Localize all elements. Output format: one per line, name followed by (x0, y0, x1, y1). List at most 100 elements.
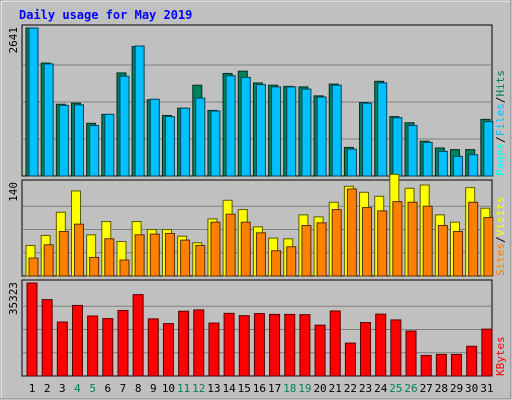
bar-visits-sites-day-28 (437, 225, 448, 277)
bar-visits-sites-day-17 (271, 250, 282, 277)
bar-kbytes-kbytes-day-12 (193, 309, 205, 377)
x-tick-day-10: 10 (162, 382, 175, 395)
bar-visits-sites-day-3 (58, 230, 69, 277)
x-tick-day-24: 24 (374, 382, 388, 395)
legend-visits: Visits (494, 197, 507, 237)
bar-visits-sites-day-12 (195, 244, 206, 277)
bar-visits-sites-day-27 (422, 205, 433, 277)
bar-hits-files-day-11 (180, 107, 191, 177)
bar-visits-sites-day-22 (346, 188, 357, 277)
bar-hits-files-day-10 (164, 116, 175, 177)
bar-visits-sites-day-18 (286, 246, 297, 277)
bar-visits-sites-day-7 (119, 259, 130, 277)
x-tick-day-31: 31 (480, 382, 493, 395)
bar-hits-files-day-17 (271, 86, 282, 177)
bar-hits-files-day-25 (392, 117, 403, 177)
bar-visits-sites-day-6 (104, 238, 115, 277)
bar-visits-sites-day-31 (483, 217, 494, 277)
y-max-label-kbytes: 35323 (7, 282, 20, 315)
bar-kbytes-kbytes-day-5 (87, 315, 99, 377)
bar-kbytes-kbytes-day-1 (26, 282, 38, 377)
bar-hits-files-day-12 (195, 97, 206, 177)
bar-hits-files-day-21 (331, 84, 342, 177)
legend-pages: Pages (494, 143, 507, 176)
bar-hits-files-day-1 (28, 27, 39, 177)
bar-kbytes-kbytes-day-24 (375, 313, 387, 377)
x-tick-day-20: 20 (313, 382, 326, 395)
x-tick-day-15: 15 (238, 382, 251, 395)
bar-visits-sites-day-20 (316, 222, 327, 277)
bar-kbytes-kbytes-day-9 (147, 318, 159, 377)
x-tick-day-2: 2 (44, 382, 51, 395)
bar-hits-files-day-4 (73, 104, 84, 177)
bar-hits-files-day-15 (240, 76, 251, 177)
bar-hits-files-day-22 (346, 148, 357, 177)
bar-kbytes-kbytes-day-15 (238, 315, 250, 377)
bar-visits-sites-day-2 (43, 244, 54, 277)
bar-hits-files-day-29 (453, 155, 464, 177)
side-legend-kbytes: KBytes (494, 336, 507, 376)
bar-hits-files-day-24 (377, 82, 388, 177)
bar-hits-files-day-2 (43, 63, 54, 177)
side-legend-hits: Pages/Files/Hits (494, 70, 507, 176)
bar-kbytes-kbytes-day-26 (405, 330, 417, 377)
bar-kbytes-kbytes-day-22 (344, 342, 356, 377)
bar-hits-files-day-31 (483, 121, 494, 177)
x-tick-day-27: 27 (420, 382, 433, 395)
bar-visits-sites-day-5 (89, 256, 100, 277)
x-tick-day-3: 3 (59, 382, 66, 395)
x-tick-day-29: 29 (450, 382, 463, 395)
x-tick-day-19: 19 (298, 382, 311, 395)
x-tick-day-6: 6 (104, 382, 111, 395)
bar-kbytes-kbytes-day-4 (71, 304, 83, 377)
bar-kbytes-kbytes-day-19 (299, 314, 311, 377)
bar-kbytes-kbytes-day-18 (284, 313, 296, 377)
bar-kbytes-kbytes-day-21 (329, 310, 341, 377)
x-tick-day-1: 1 (29, 382, 36, 395)
bar-hits-files-day-27 (422, 141, 433, 177)
x-tick-day-17: 17 (268, 382, 281, 395)
bar-visits-sites-day-26 (407, 201, 418, 277)
legend-separator: / (494, 136, 507, 143)
bar-kbytes-kbytes-day-8 (132, 294, 144, 377)
bar-hits-files-day-14 (225, 75, 236, 177)
bar-visits-sites-day-16 (255, 232, 266, 277)
bar-hits-files-day-7 (119, 75, 130, 177)
bar-kbytes-kbytes-day-31 (481, 328, 493, 377)
bar-visits-sites-day-21 (331, 209, 342, 277)
bar-hits-files-day-3 (58, 104, 69, 177)
bar-visits-sites-day-13 (210, 221, 221, 277)
bar-kbytes-kbytes-day-17 (269, 313, 281, 377)
x-tick-day-22: 22 (344, 382, 357, 395)
legend-hits: Hits (494, 70, 507, 97)
bar-hits-files-day-28 (437, 150, 448, 177)
x-tick-day-14: 14 (222, 382, 236, 395)
x-tick-day-21: 21 (329, 382, 342, 395)
bar-kbytes-kbytes-day-6 (102, 318, 114, 377)
bar-hits-files-day-6 (104, 113, 115, 177)
bar-kbytes-kbytes-day-27 (420, 354, 432, 377)
y-max-label-visits: 140 (7, 182, 20, 202)
bar-hits-files-day-20 (316, 96, 327, 177)
bar-kbytes-kbytes-day-3 (56, 321, 68, 377)
bar-hits-files-day-26 (407, 125, 418, 177)
x-tick-day-8: 8 (135, 382, 142, 395)
bar-hits-files-day-13 (210, 110, 221, 177)
x-axis: 1 2 3 4 5 6 7 8 9 10 11 12 13 14 15 16 17 18 19 20 21 22 23 24 2… (29, 382, 494, 395)
legend-kbytes: KBytes (494, 336, 507, 376)
bar-visits-sites-day-19 (301, 225, 312, 277)
bar-visits-sites-day-30 (468, 201, 479, 277)
bar-visits-sites-day-10 (164, 232, 175, 277)
bar-visits-sites-day-14 (225, 213, 236, 277)
bar-hits-files-day-19 (301, 88, 312, 177)
bar-kbytes-kbytes-day-25 (390, 319, 402, 377)
x-tick-day-13: 13 (207, 382, 220, 395)
x-tick-day-28: 28 (435, 382, 448, 395)
x-tick-day-18: 18 (283, 382, 296, 395)
x-tick-day-7: 7 (120, 382, 127, 395)
side-legend-visits: Sites/Visits (494, 197, 507, 277)
bar-kbytes-kbytes-day-29 (451, 353, 463, 377)
legend-sites: Sites (494, 243, 507, 276)
bar-kbytes-kbytes-day-13 (208, 322, 220, 377)
bar-hits-files-day-9 (149, 98, 160, 177)
